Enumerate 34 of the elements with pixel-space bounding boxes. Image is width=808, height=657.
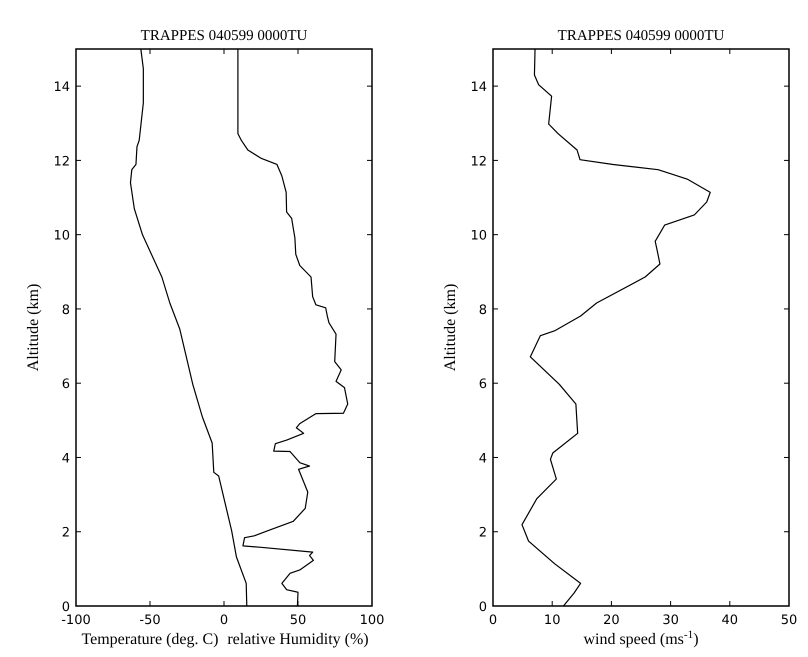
x-tick-label: 50 bbox=[780, 613, 798, 628]
y-tick-label: 14 bbox=[53, 80, 70, 96]
y-tick-label: 0 bbox=[478, 600, 487, 615]
y-tick-label: 0 bbox=[62, 600, 70, 615]
x-axis-title: wind speed (ms$^{-1}$) bbox=[583, 629, 699, 648]
text: Temperature (deg. C) bbox=[81, 631, 219, 648]
y-tick-label: 8 bbox=[62, 302, 70, 318]
y-axis-title: Altitude (km) bbox=[442, 284, 459, 372]
y-axis-title: Altitude (km) bbox=[25, 284, 42, 372]
y-tick-label: 12 bbox=[470, 154, 487, 170]
x-tick-label: -100 bbox=[61, 613, 91, 628]
x-tick-label: 40 bbox=[722, 613, 738, 628]
x-tick-label: 100 bbox=[360, 613, 384, 628]
x-tick-label: -50 bbox=[139, 613, 161, 628]
y-tick-label: 6 bbox=[478, 377, 487, 392]
x-tick-label: 0 bbox=[488, 613, 498, 628]
y-tick-label: 2 bbox=[62, 526, 70, 541]
chart-title: TRAPPES 040599 0000TU bbox=[140, 28, 308, 44]
x-tick-label: 50 bbox=[290, 613, 306, 628]
y-tick-label: 10 bbox=[53, 228, 70, 244]
y-tick-label: 6 bbox=[62, 377, 70, 392]
y-tick-label: 14 bbox=[470, 80, 487, 96]
y-tick-label: 2 bbox=[478, 526, 487, 541]
x-tick-label: 30 bbox=[662, 613, 679, 628]
y-tick-label: 12 bbox=[53, 154, 70, 170]
y-tick-label: 4 bbox=[62, 451, 70, 466]
text: relative Humidity (%) bbox=[227, 631, 369, 648]
y-tick-label: 10 bbox=[470, 228, 487, 244]
x-tick-label: 20 bbox=[603, 613, 620, 628]
x-tick-label: 0 bbox=[220, 613, 228, 628]
y-tick-label: 8 bbox=[478, 302, 487, 318]
y-tick-label: 4 bbox=[478, 451, 487, 466]
x-tick-label: 10 bbox=[544, 613, 560, 628]
chart-title: TRAPPES 040599 0000TU bbox=[558, 28, 725, 44]
